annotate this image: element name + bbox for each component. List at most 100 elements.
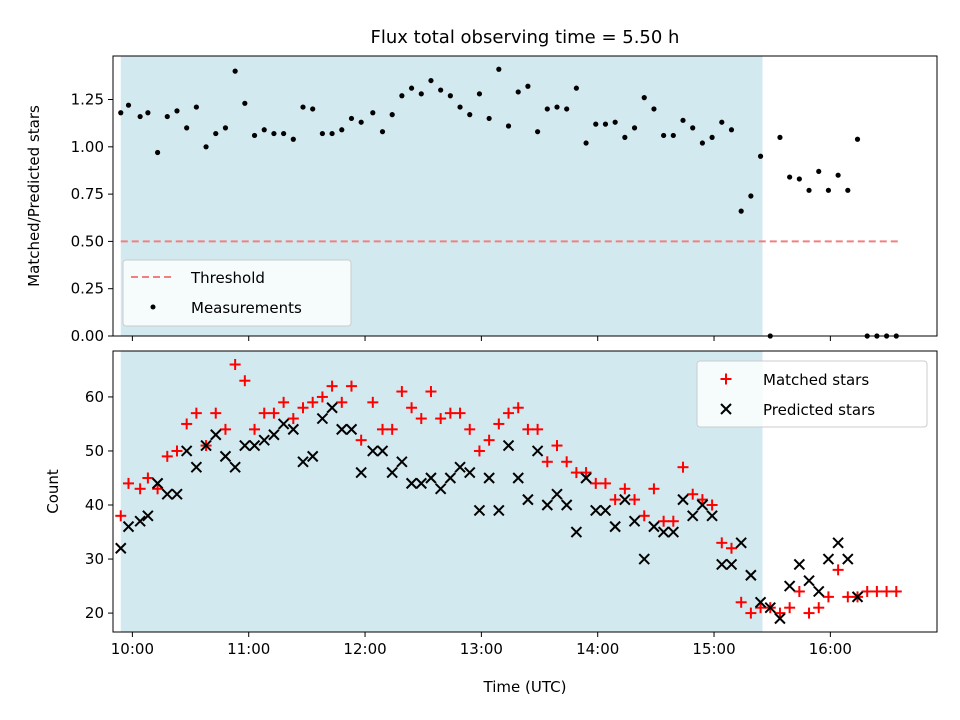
count-y-axis-label: Count	[44, 469, 62, 514]
measurement-point	[728, 127, 735, 133]
measurement-point	[203, 144, 209, 150]
predicted-star-point	[512, 472, 524, 484]
predicted-star-point	[376, 445, 389, 457]
predicted-star-point	[638, 553, 650, 565]
matched-star-point	[336, 396, 348, 408]
predicted-star-point	[706, 510, 718, 522]
matched-star-point	[638, 510, 650, 522]
matched-star-point	[580, 467, 592, 479]
cross-b	[720, 403, 732, 415]
cross-b	[657, 526, 670, 538]
predicted-star-point	[316, 412, 329, 425]
matched-star-point	[658, 515, 670, 527]
predicted-star-point	[735, 537, 747, 549]
cross-b	[316, 412, 329, 425]
cross-b	[142, 510, 154, 522]
y-tick-label: 1.00	[71, 138, 104, 156]
predicted-star-point	[367, 445, 379, 457]
cross-b	[415, 477, 427, 490]
predicted-star-point	[832, 537, 844, 549]
cross-b	[793, 558, 806, 571]
matched-star-point	[832, 564, 844, 576]
matched-star-point	[793, 585, 805, 597]
predicted-star-point	[648, 520, 660, 533]
predicted-star-point	[161, 488, 173, 500]
legend-plus-marker	[720, 373, 732, 385]
measurement-point	[358, 119, 364, 125]
measurement-point	[796, 176, 802, 182]
x-tick-label: 11:00	[227, 640, 270, 658]
cross-b	[386, 466, 398, 479]
measurement-point	[670, 132, 676, 139]
count-legend: Matched stars Predicted stars	[696, 360, 928, 428]
predicted-star-point	[287, 423, 300, 436]
predicted-star-point	[502, 439, 515, 452]
measurement-point	[145, 110, 151, 116]
predicted-star-point	[355, 466, 367, 479]
measurement-point	[222, 125, 229, 131]
matched-star-point	[735, 596, 747, 608]
cross-b	[502, 439, 515, 452]
matched-star-point	[745, 607, 757, 619]
measurement-point	[467, 112, 473, 118]
matched-star-point	[483, 434, 495, 446]
predicted-star-point	[551, 488, 563, 500]
measurement-point	[564, 106, 570, 112]
predicted-star-point	[541, 499, 554, 511]
measurement-point	[174, 108, 180, 114]
measurement-point	[661, 132, 667, 139]
cross-b	[687, 510, 699, 522]
cross-b	[200, 439, 212, 452]
legend-predicted-label: Predicted stars	[763, 401, 875, 419]
cross-b	[134, 515, 146, 527]
matched-star-point	[755, 602, 767, 614]
measurement-point	[757, 153, 764, 159]
matched-star-point	[687, 488, 699, 500]
cross-b	[745, 569, 757, 581]
cross-b	[667, 526, 680, 538]
predicted-star-point	[522, 493, 534, 506]
matched-star-point	[609, 494, 621, 506]
matched-star-point	[454, 407, 466, 419]
cross-b	[560, 499, 573, 511]
predicted-star-point	[464, 466, 476, 479]
measurement-point	[486, 115, 492, 122]
matched-star-point	[522, 423, 534, 435]
y-tick-label: 0.00	[71, 327, 104, 345]
predicted-star-point	[297, 456, 309, 468]
cross-b	[161, 488, 173, 500]
matched-star-point	[648, 483, 660, 495]
matched-star-point	[307, 396, 319, 408]
measurement-point	[339, 127, 345, 133]
matched-star-point	[376, 423, 388, 435]
predicted-star-point	[210, 429, 222, 441]
matched-star-point	[619, 483, 631, 495]
measurement-point	[806, 187, 812, 193]
matched-star-point	[784, 602, 796, 614]
matched-star-point	[803, 607, 815, 619]
matched-star-point	[629, 494, 641, 506]
matched-star-point	[561, 456, 573, 468]
measurement-point	[213, 130, 219, 137]
ratio-plot-frame	[112, 55, 938, 337]
ratio-legend: Threshold Measurements	[122, 259, 352, 327]
predicted-star-point	[248, 439, 261, 452]
predicted-star-point	[687, 510, 699, 522]
predicted-star-point	[425, 472, 437, 484]
predicted-star-point	[142, 510, 154, 522]
matched-star-point	[115, 510, 127, 522]
measurement-point	[525, 83, 531, 89]
predicted-star-point	[754, 596, 767, 608]
predicted-star-point	[590, 504, 602, 517]
cross-b	[851, 591, 864, 603]
legend-predicted-swatch	[720, 403, 732, 415]
matched-star-point	[881, 585, 893, 597]
predicted-star-point	[696, 499, 709, 511]
predicted-star-point	[628, 515, 641, 527]
predicted-star-point	[190, 461, 203, 473]
matched-star-point	[367, 396, 379, 408]
predicted-star-point	[277, 418, 290, 430]
measurement-point	[271, 130, 277, 137]
predicted-star-point	[813, 585, 825, 598]
